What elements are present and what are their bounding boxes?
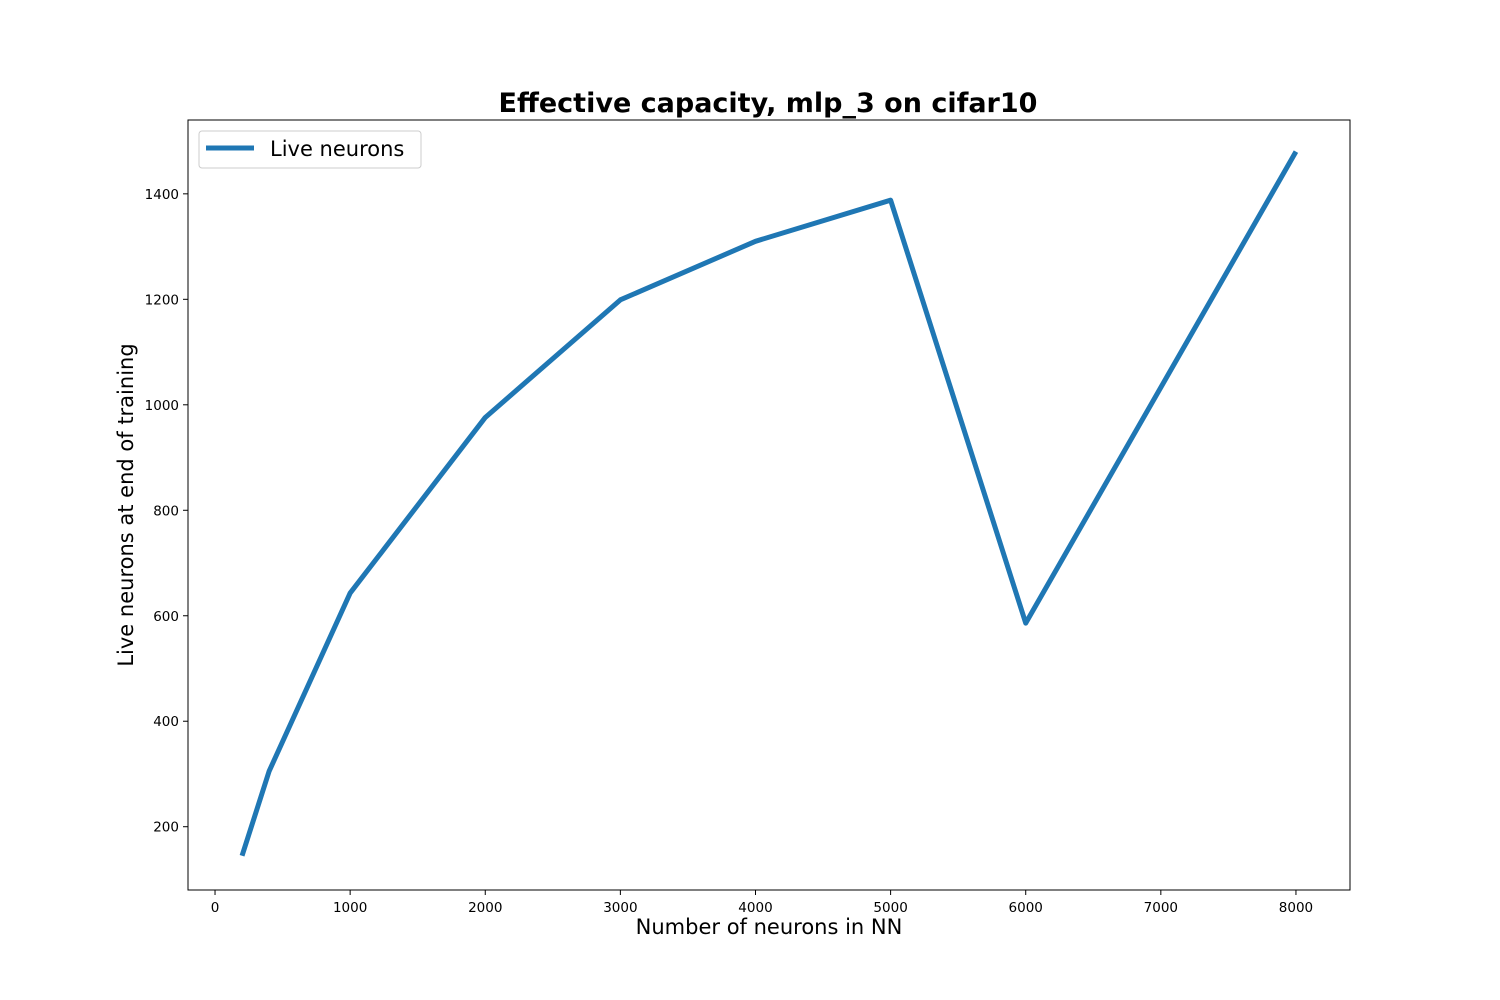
x-tick-label: 8000 — [1279, 900, 1313, 916]
y-tick-label: 200 — [153, 820, 179, 836]
y-tick-label: 400 — [153, 714, 179, 730]
series-line-0 — [239, 150, 1299, 857]
y-axis-label: Live neurons at end of training — [114, 343, 138, 666]
x-axis: 0 1000 2000 3000 4000 5000 6000 7000 8000 — [211, 890, 1313, 916]
x-tick-label: 4000 — [738, 900, 772, 916]
x-tick-label: 3000 — [603, 900, 637, 916]
x-tick-label: 1000 — [333, 900, 367, 916]
y-tick-label: 800 — [153, 503, 179, 519]
x-axis-label: Number of neurons in NN — [636, 915, 903, 939]
y-tick-label: 600 — [153, 609, 179, 625]
y-tick-label: 1200 — [145, 292, 179, 308]
x-tick-label: 5000 — [873, 900, 907, 916]
plot-area — [239, 150, 1299, 857]
x-tick-label: 7000 — [1144, 900, 1178, 916]
axes-frame — [187, 119, 1351, 891]
x-tick-label: 0 — [211, 900, 220, 916]
x-tick-label: 2000 — [468, 900, 502, 916]
y-tick-label: 1000 — [145, 398, 179, 414]
legend: Live neurons — [198, 130, 422, 169]
y-tick-label: 1400 — [145, 187, 179, 203]
chart-title: Effective capacity, mlp_3 on cifar10 — [499, 88, 1038, 119]
legend-box — [198, 130, 422, 169]
y-axis: 200 400 600 800 1000 1200 1400 — [145, 187, 188, 836]
legend-label: Live neurons — [270, 137, 404, 161]
x-tick-label: 6000 — [1009, 900, 1043, 916]
